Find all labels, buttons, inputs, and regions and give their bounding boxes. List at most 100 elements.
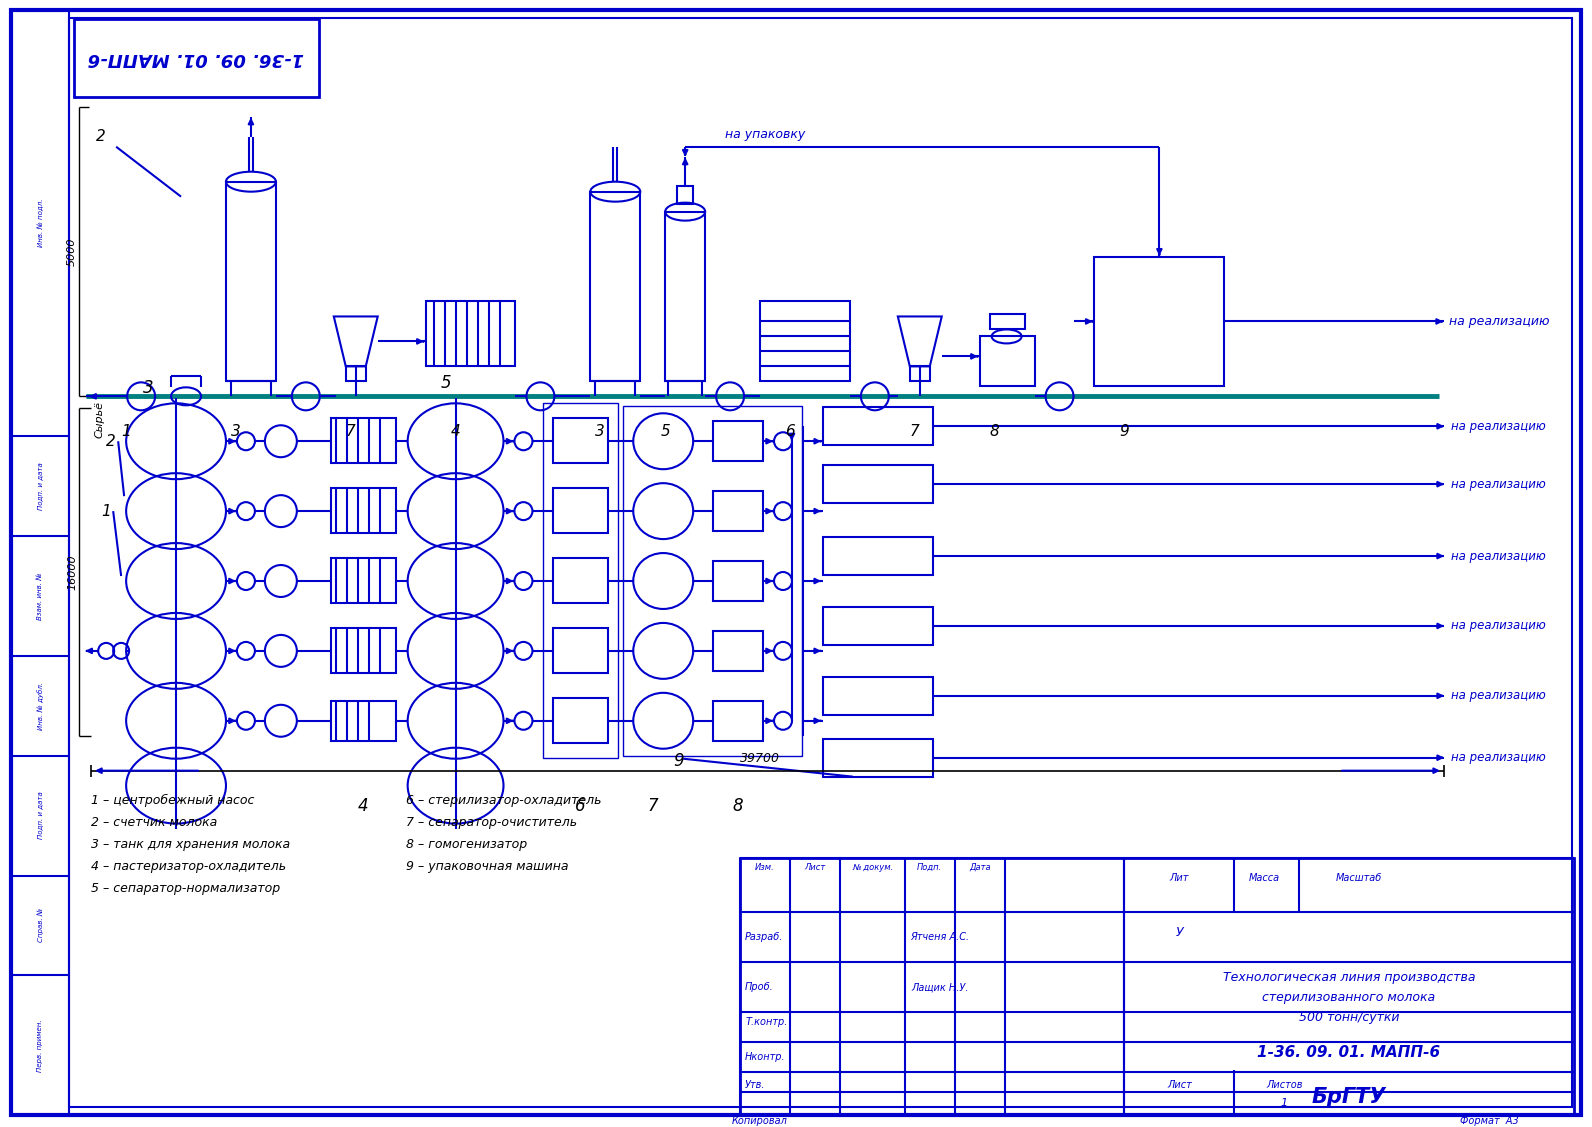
Text: 3: 3 — [595, 424, 605, 438]
Text: 2: 2 — [107, 434, 116, 449]
Text: на реализацию: на реализацию — [1450, 419, 1546, 433]
Text: 8 – гомогенизатор: 8 – гомогенизатор — [406, 838, 527, 851]
Bar — [823, 538, 933, 575]
Text: 4: 4 — [451, 424, 460, 438]
Bar — [331, 488, 396, 533]
Bar — [713, 701, 763, 740]
Text: 3: 3 — [231, 424, 240, 438]
Text: 39700: 39700 — [740, 752, 780, 765]
Bar — [331, 628, 396, 673]
Bar — [591, 192, 640, 381]
Text: стерилизованного молока: стерилизованного молока — [1262, 991, 1436, 1004]
Text: 5 – сепаратор-нормализатор: 5 – сепаратор-нормализатор — [91, 882, 280, 895]
Text: БрГТУ: БрГТУ — [1312, 1088, 1387, 1107]
Bar — [713, 631, 763, 671]
Bar — [554, 558, 608, 603]
Text: 5000: 5000 — [67, 238, 78, 266]
Bar — [554, 628, 608, 673]
Text: Лит: Лит — [1170, 872, 1189, 882]
Text: Листов: Листов — [1266, 1080, 1302, 1090]
Bar — [11, 10, 68, 1115]
Text: 9 – упаковочная машина: 9 – упаковочная машина — [406, 860, 568, 873]
Bar — [331, 418, 396, 463]
Bar — [823, 407, 933, 445]
Text: Масштаб: Масштаб — [1336, 872, 1382, 882]
Text: 5: 5 — [661, 424, 670, 438]
Text: Лист: Лист — [1167, 1080, 1192, 1090]
Text: Лист: Лист — [804, 862, 826, 871]
Bar — [554, 418, 608, 463]
Bar — [713, 561, 763, 601]
Bar — [823, 738, 933, 777]
Bar — [713, 421, 763, 461]
Text: Нконтр.: Нконтр. — [745, 1053, 786, 1062]
Text: Взам. инв. №: Взам. инв. № — [37, 573, 43, 620]
Text: Дата: Дата — [970, 862, 990, 871]
Text: Ятченя А.С.: Ятченя А.С. — [911, 932, 970, 942]
Bar — [331, 558, 396, 603]
Text: Подп.: Подп. — [917, 862, 942, 871]
Bar — [909, 366, 930, 381]
Bar — [740, 858, 1573, 1115]
Bar — [75, 19, 318, 97]
Text: 9: 9 — [1119, 424, 1129, 438]
Bar — [677, 186, 693, 204]
Text: 4: 4 — [358, 797, 368, 815]
Text: Проб.: Проб. — [745, 983, 774, 992]
Text: 500 тонн/сутки: 500 тонн/сутки — [1299, 1011, 1399, 1023]
Text: 7: 7 — [648, 797, 659, 815]
Text: Сырьё: Сырьё — [94, 401, 103, 438]
Text: Лащик Н.У.: Лащик Н.У. — [911, 983, 968, 992]
Bar — [1094, 257, 1224, 387]
Text: Технологическая линия производства: Технологическая линия производства — [1223, 970, 1476, 984]
Bar — [990, 314, 1025, 329]
Bar — [345, 366, 366, 381]
Text: 3: 3 — [143, 380, 153, 398]
Text: Подп. и дата: Подп. и дата — [37, 462, 43, 511]
Text: Подп. и дата: Подп. и дата — [37, 792, 43, 840]
Text: 1: 1 — [1280, 1098, 1288, 1108]
Bar — [331, 701, 396, 740]
Text: 8: 8 — [732, 797, 743, 815]
Text: 4 – пастеризатор-охладитель: 4 – пастеризатор-охладитель — [91, 860, 287, 873]
Text: Инв. № подл.: Инв. № подл. — [37, 198, 43, 247]
Text: 1: 1 — [102, 504, 111, 518]
Text: 1-36. 09. 01. МАПП-6: 1-36. 09. 01. МАПП-6 — [88, 48, 304, 66]
Text: 2 – счетчик молока: 2 – счетчик молока — [91, 816, 218, 829]
Text: Инв. № дубл.: Инв. № дубл. — [37, 682, 43, 730]
Text: на реализацию: на реализацию — [1450, 752, 1546, 764]
Bar — [543, 403, 618, 757]
Text: на реализацию: на реализацию — [1450, 620, 1546, 632]
Text: 2: 2 — [96, 130, 107, 144]
Text: 1: 1 — [121, 424, 131, 438]
Text: 5: 5 — [441, 374, 451, 392]
Text: 8: 8 — [990, 424, 1000, 438]
Text: Масса: Масса — [1248, 872, 1280, 882]
Bar — [979, 337, 1035, 387]
Text: № докум.: № докум. — [852, 862, 893, 871]
Bar — [713, 491, 763, 531]
Text: У: У — [1175, 926, 1183, 939]
Text: на реализацию: на реализацию — [1450, 690, 1546, 702]
Bar — [554, 698, 608, 743]
Text: 9: 9 — [673, 752, 685, 770]
Text: Утв.: Утв. — [745, 1080, 766, 1090]
Text: Формат  А3: Формат А3 — [1460, 1116, 1519, 1126]
Text: 7: 7 — [911, 424, 920, 438]
Bar — [759, 302, 850, 381]
Text: 6 – стерилизатор-охладитель: 6 – стерилизатор-охладитель — [406, 795, 602, 807]
Bar — [823, 677, 933, 715]
Text: 6: 6 — [785, 424, 794, 438]
Text: на упаковку: на упаковку — [724, 128, 806, 141]
Text: 7: 7 — [345, 424, 355, 438]
Text: 3 – танк для хранения молока: 3 – танк для хранения молока — [91, 838, 290, 851]
Bar — [554, 488, 608, 533]
Text: Перв. примен.: Перв. примен. — [37, 1019, 43, 1072]
Bar — [425, 302, 516, 366]
Text: Т.контр.: Т.контр. — [745, 1018, 788, 1027]
Text: на реализацию: на реализацию — [1450, 478, 1546, 490]
Text: на реализацию: на реализацию — [1450, 550, 1546, 562]
Text: 1-36. 09. 01. МАПП-6: 1-36. 09. 01. МАПП-6 — [1258, 1045, 1441, 1059]
Text: 1 – центробежный насос: 1 – центробежный насос — [91, 795, 255, 807]
Text: 6: 6 — [575, 797, 586, 815]
